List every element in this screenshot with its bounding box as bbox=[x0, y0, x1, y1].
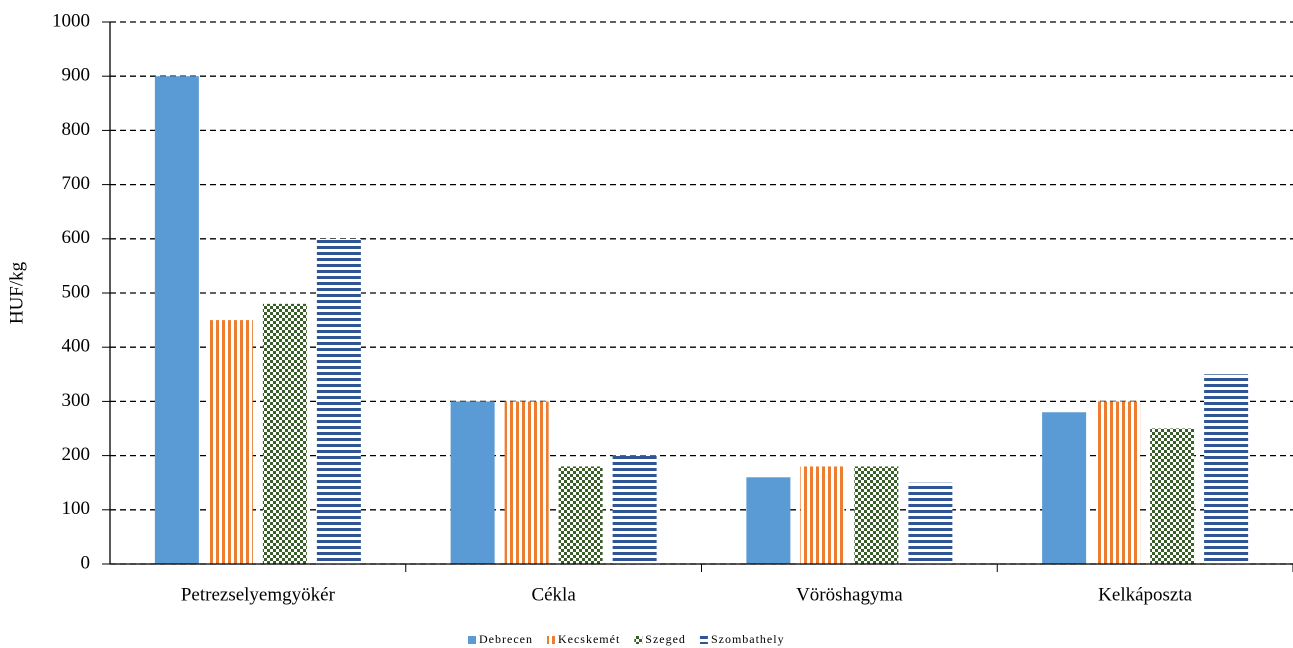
bar bbox=[1150, 428, 1195, 564]
bar bbox=[450, 401, 495, 564]
y-tick-label: 300 bbox=[62, 390, 91, 411]
bar bbox=[908, 482, 953, 564]
bar bbox=[800, 466, 845, 564]
bar bbox=[1096, 401, 1141, 564]
legend-label: Debrecen bbox=[479, 632, 533, 646]
bar bbox=[854, 466, 899, 564]
bar bbox=[154, 76, 199, 564]
y-tick-label: 200 bbox=[62, 444, 91, 465]
y-tick-label: 900 bbox=[62, 65, 91, 86]
y-tick-label: 1000 bbox=[52, 10, 90, 31]
y-tick-label: 0 bbox=[81, 552, 91, 573]
y-tick-label: 100 bbox=[62, 498, 91, 519]
legend-label: Szombathely bbox=[711, 632, 785, 646]
bar bbox=[612, 455, 657, 564]
legend-swatch bbox=[468, 636, 476, 644]
bar bbox=[1204, 374, 1249, 564]
legend-label: Kecskemét bbox=[558, 632, 620, 646]
x-tick-label: Petrezselyemgyökér bbox=[181, 584, 336, 605]
y-tick-label: 400 bbox=[62, 336, 91, 357]
y-tick-label: 500 bbox=[62, 281, 91, 302]
y-axis-label: HUF/kg bbox=[6, 261, 27, 324]
legend-swatch bbox=[546, 636, 555, 644]
y-tick-label: 700 bbox=[62, 173, 91, 194]
legend-label: Szeged bbox=[645, 632, 686, 646]
bar bbox=[746, 477, 791, 564]
bar bbox=[316, 238, 361, 565]
bar bbox=[504, 401, 549, 564]
bar bbox=[1042, 412, 1087, 564]
y-tick-label: 800 bbox=[62, 119, 91, 140]
x-tick-label: Kelkáposzta bbox=[1098, 584, 1192, 605]
bar bbox=[208, 320, 253, 564]
bar bbox=[262, 303, 307, 564]
y-tick-label: 600 bbox=[62, 227, 91, 248]
legend-swatch bbox=[634, 636, 643, 644]
x-tick-label: Vöröshagyma bbox=[796, 584, 903, 605]
legend-swatch bbox=[699, 636, 708, 644]
bar bbox=[558, 466, 603, 564]
x-tick-label: Cékla bbox=[531, 584, 576, 605]
